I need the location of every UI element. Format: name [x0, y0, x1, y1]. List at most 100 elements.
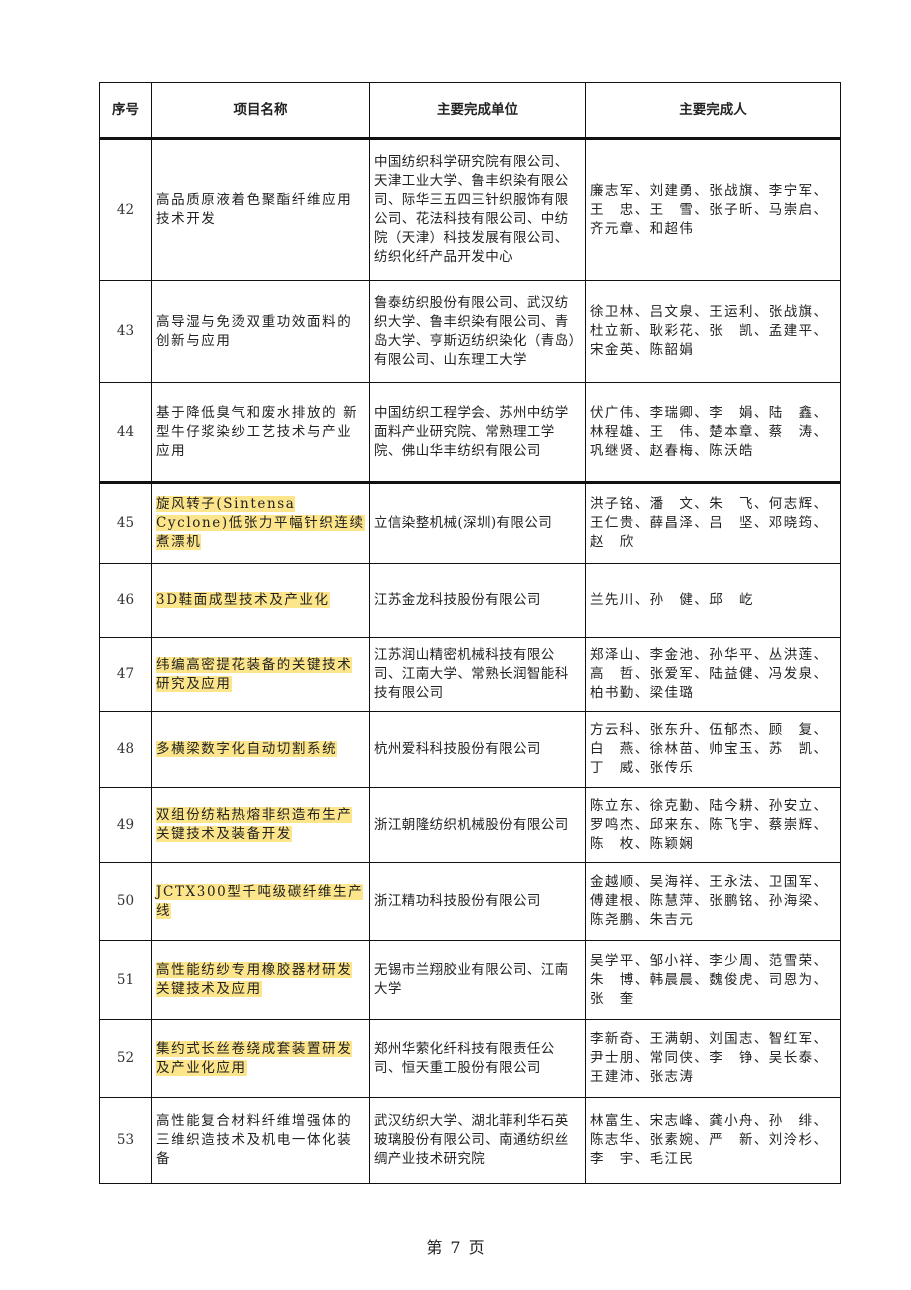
cell-people-text: 郑泽山、李金池、孙华平、丛洪莲、高 哲、张爱军、陆益健、冯发泉、柏书勤、梁佳璐 [590, 647, 829, 701]
cell-project-name: 高性能复合材料纤维增强体的三维织造技术及机电一体化装备 [151, 1097, 370, 1184]
cell-project-name: 高品质原液着色聚酯纤维应用技术开发 [151, 138, 370, 281]
cell-no: 53 [99, 1097, 152, 1184]
table-row: 49 双组份纺粘热熔非织造布生产关键技术及装备开发 浙江朝隆纺织机械股份有限公司 陈立… [99, 787, 841, 863]
cell-no-text: 44 [116, 423, 135, 440]
table-row: 42 高品质原液着色聚酯纤维应用技术开发 中国纺织科学研究院有限公司、天津工业大学、… [99, 138, 841, 281]
cell-project-name-text: 高性能纺纱专用橡胶器材研发关键技术及应用 [156, 962, 353, 997]
cell-no-text: 49 [116, 816, 135, 833]
cell-unit-text: 中国纺织工程学会、苏州中纺学面料产业研究院、常熟理工学院、佛山华丰纺织有限公司 [374, 404, 569, 459]
cell-project-name-text: 高品质原液着色聚酯纤维应用技术开发 [156, 192, 353, 227]
cell-project-name-text: 集约式长丝卷绕成套装置研发及产业化应用 [156, 1040, 353, 1076]
cell-no-text: 47 [116, 666, 135, 682]
cell-no-text: 53 [116, 1132, 135, 1148]
cell-unit: 江苏润山精密机械科技有限公司、江南大学、常熟长润智能科技有限公司 [369, 637, 586, 712]
cell-people: 兰先川、孙 健、邱 屹 [585, 563, 841, 638]
table-row: 51 高性能纺纱专用橡胶器材研发关键技术及应用 无锡市兰翔胶业有限公司、江南大学 吴学… [99, 940, 841, 1020]
cell-no-text: 48 [116, 741, 135, 757]
cell-unit-text: 杭州爱科科技股份有限公司 [374, 741, 541, 757]
cell-people-text: 洪子铭、潘 文、朱 飞、何志辉、王仁贵、薛昌泽、吕 坚、邓晓筠、赵 欣 [590, 496, 829, 550]
cell-project-name-text: 3D鞋面成型技术及产业化 [156, 592, 330, 608]
cell-no: 49 [99, 787, 152, 863]
cell-unit: 鲁泰纺织股份有限公司、武汉纺织大学、鲁丰织染有限公司、青岛大学、亨斯迈纺织染化（… [369, 280, 586, 383]
cell-no: 51 [99, 940, 152, 1020]
cell-people: 徐卫林、吕文泉、王运利、张战旗、杜立新、耿彩花、张 凯、孟建平、宋金英、陈韶娟 [585, 280, 841, 383]
cell-no-text: 46 [116, 592, 135, 608]
cell-unit-text: 鲁泰纺织股份有限公司、武汉纺织大学、鲁丰织染有限公司、青岛大学、亨斯迈纺织染化（… [374, 294, 576, 368]
cell-project-name: JCTX300型千吨级碳纤维生产线 [151, 862, 370, 941]
table-row: 50 JCTX300型千吨级碳纤维生产线 浙江精功科技股份有限公司 金越顺、吴海祥、王… [99, 862, 841, 941]
cell-unit: 郑州华萦化纤科技有限责任公司、恒天重工股份有限公司 [369, 1019, 586, 1098]
cell-project-name: 高性能纺纱专用橡胶器材研发关键技术及应用 [151, 940, 370, 1020]
cell-people: 廉志军、刘建勇、张战旗、李宁军、王 忠、王 雪、张子昕、马崇启、齐元章、和超伟 [585, 138, 841, 281]
cell-unit: 武汉纺织大学、湖北菲利华石英玻璃股份有限公司、南通纺织丝绸产业技术研究院 [369, 1097, 586, 1184]
cell-no-text: 52 [116, 1050, 135, 1066]
cell-unit: 江苏金龙科技股份有限公司 [369, 563, 586, 638]
cell-people-text: 陈立东、徐克勤、陆今耕、孙安立、罗鸣杰、邱来东、陈飞宇、蔡崇辉、陈 枚、陈颖娴 [590, 797, 829, 852]
cell-unit-text: 立信染整机械(深圳)有限公司 [374, 515, 553, 531]
cell-people-text: 李新奇、王满朝、刘国志、智红军、尹士朋、常同侠、李 铮、吴长泰、王建沛、张志涛 [590, 1031, 829, 1085]
cell-people-text: 吴学平、邹小祥、李少周、范雪荣、朱 博、韩晨晨、魏俊虎、司恩为、张 奎 [590, 952, 829, 1007]
cell-project-name: 双组份纺粘热熔非织造布生产关键技术及装备开发 [151, 787, 370, 863]
cell-people: 林富生、宋志峰、龚小舟、孙 绯、陈志华、张素婉、严 新、刘泠杉、李 宇、毛江民 [585, 1097, 841, 1184]
cell-project-name: 高导湿与免烫双重功效面料的创新与应用 [151, 280, 370, 383]
cell-project-name-text: 双组份纺粘热熔非织造布生产关键技术及装备开发 [156, 807, 353, 842]
cell-people: 郑泽山、李金池、孙华平、丛洪莲、高 哲、张爱军、陆益健、冯发泉、柏书勤、梁佳璐 [585, 637, 841, 712]
cell-no-text: 50 [116, 893, 135, 909]
table-row: 52 集约式长丝卷绕成套装置研发及产业化应用 郑州华萦化纤科技有限责任公司、恒天重工… [99, 1019, 841, 1098]
cell-no: 45 [99, 482, 152, 564]
cell-no: 43 [99, 280, 152, 383]
cell-project-name: 3D鞋面成型技术及产业化 [151, 563, 370, 638]
cell-unit-text: 武汉纺织大学、湖北菲利华石英玻璃股份有限公司、南通纺织丝绸产业技术研究院 [374, 1113, 569, 1167]
cell-people: 金越顺、吴海祥、王永法、卫国军、傅建根、陈慧萍、张鹏铭、孙海梁、陈尧鹏、朱吉元 [585, 862, 841, 941]
cell-unit-text: 浙江朝隆纺织机械股份有限公司 [374, 816, 569, 833]
cell-no: 42 [99, 138, 152, 281]
cell-people: 方云科、张东升、伍郁杰、顾 复、白 燕、徐林苗、帅宝玉、苏 凯、丁 威、张传乐 [585, 711, 841, 788]
cell-unit: 浙江精功科技股份有限公司 [369, 862, 586, 941]
cell-unit-text: 无锡市兰翔胶业有限公司、江南大学 [374, 962, 569, 997]
cell-people: 洪子铭、潘 文、朱 飞、何志辉、王仁贵、薛昌泽、吕 坚、邓晓筠、赵 欣 [585, 482, 841, 564]
cell-no: 46 [99, 563, 152, 638]
cell-unit: 中国纺织科学研究院有限公司、天津工业大学、鲁丰织染有限公司、际华三五四三针织服饰… [369, 138, 586, 281]
cell-project-name-text: 旋风转子(Sintensa Cyclone)低张力平幅针织连续煮漂机 [156, 496, 365, 550]
table-row: 45 旋风转子(Sintensa Cyclone)低张力平幅针织连续煮漂机 立信染整… [99, 482, 841, 564]
cell-project-name: 集约式长丝卷绕成套装置研发及产业化应用 [151, 1019, 370, 1098]
table-row: 47 纬编高密提花装备的关键技术研究及应用 江苏润山精密机械科技有限公司、江南大学、… [99, 637, 841, 712]
cell-people-text: 林富生、宋志峰、龚小舟、孙 绯、陈志华、张素婉、严 新、刘泠杉、李 宇、毛江民 [590, 1113, 829, 1167]
cell-project-name-text: 多横梁数字化自动切割系统 [156, 741, 338, 757]
cell-unit: 无锡市兰翔胶业有限公司、江南大学 [369, 940, 586, 1020]
cell-people-text: 金越顺、吴海祥、王永法、卫国军、傅建根、陈慧萍、张鹏铭、孙海梁、陈尧鹏、朱吉元 [590, 874, 829, 928]
cell-project-name: 基于降低臭气和废水排放的 新型牛仔浆染纱工艺技术与产业应用 [151, 382, 370, 483]
awards-table: 序号 项目名称 主要完成单位 主要完成人 42 高品质原液着色聚酯纤维应用技术开发… [99, 82, 841, 1184]
cell-unit-text: 中国纺织科学研究院有限公司、天津工业大学、鲁丰织染有限公司、际华三五四三针织服饰… [374, 154, 569, 265]
cell-people-text: 方云科、张东升、伍郁杰、顾 复、白 燕、徐林苗、帅宝玉、苏 凯、丁 威、张传乐 [590, 722, 829, 776]
cell-people-text: 徐卫林、吕文泉、王运利、张战旗、杜立新、耿彩花、张 凯、孟建平、宋金英、陈韶娟 [590, 304, 829, 358]
cell-no: 47 [99, 637, 152, 712]
cell-no: 48 [99, 711, 152, 788]
header-unit: 主要完成单位 [369, 82, 586, 139]
cell-unit-text: 郑州华萦化纤科技有限责任公司、恒天重工股份有限公司 [374, 1040, 555, 1076]
cell-unit: 中国纺织工程学会、苏州中纺学面料产业研究院、常熟理工学院、佛山华丰纺织有限公司 [369, 382, 586, 483]
cell-unit: 立信染整机械(深圳)有限公司 [369, 482, 586, 564]
cell-people-text: 伏广伟、李瑞卿、李 娟、陆 鑫、林程雄、王 伟、楚本章、蔡 涛、巩继贤、赵春梅、… [590, 404, 829, 459]
table-header-row: 序号 项目名称 主要完成单位 主要完成人 [99, 82, 841, 139]
cell-project-name-text: 纬编高密提花装备的关键技术研究及应用 [156, 656, 353, 692]
cell-no: 50 [99, 862, 152, 941]
cell-unit-text: 浙江精功科技股份有限公司 [374, 893, 541, 909]
cell-unit-text: 江苏润山精密机械科技有限公司、江南大学、常熟长润智能科技有限公司 [374, 647, 569, 701]
cell-people-text: 廉志军、刘建勇、张战旗、李宁军、王 忠、王 雪、张子昕、马崇启、齐元章、和超伟 [590, 182, 829, 237]
cell-people-text: 兰先川、孙 健、邱 屹 [590, 592, 754, 608]
cell-project-name-text: JCTX300型千吨级碳纤维生产线 [156, 883, 364, 919]
header-project-name: 项目名称 [151, 82, 370, 139]
table-row: 44 基于降低臭气和废水排放的 新型牛仔浆染纱工艺技术与产业应用 中国纺织工程学会、… [99, 382, 841, 483]
page-number: 第 7 页 [426, 1238, 485, 1257]
cell-project-name: 纬编高密提花装备的关键技术研究及应用 [151, 637, 370, 712]
cell-no-text: 43 [116, 323, 135, 339]
cell-no-text: 51 [116, 971, 135, 988]
table-row: 43 高导湿与免烫双重功效面料的创新与应用 鲁泰纺织股份有限公司、武汉纺织大学、鲁丰… [99, 280, 841, 383]
cell-project-name: 多横梁数字化自动切割系统 [151, 711, 370, 788]
cell-unit: 浙江朝隆纺织机械股份有限公司 [369, 787, 586, 863]
cell-project-name-text: 高导湿与免烫双重功效面料的创新与应用 [156, 313, 353, 349]
header-no: 序号 [99, 82, 152, 139]
cell-no: 52 [99, 1019, 152, 1098]
